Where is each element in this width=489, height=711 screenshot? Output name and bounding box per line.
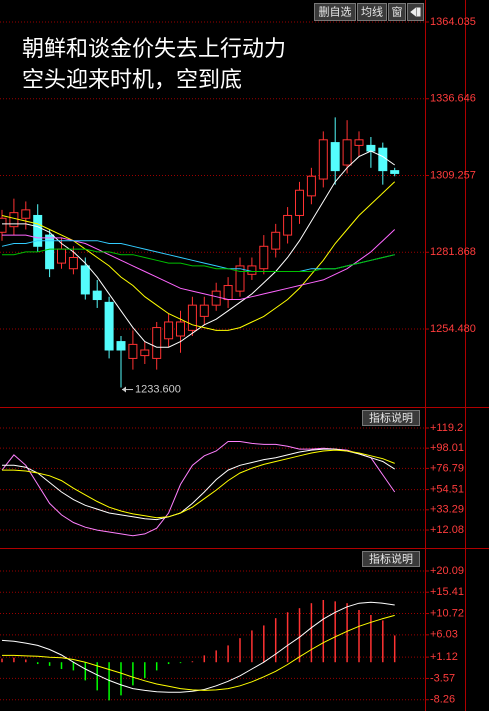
candle-body <box>330 142 340 172</box>
y-tick-label: 1336.646 <box>430 93 476 105</box>
button-label[interactable]: 均线 <box>361 5 383 19</box>
button[interactable] <box>388 3 406 21</box>
y-tick-label: +98.01 <box>430 442 464 454</box>
headline: 空头迎来时机，空到底 <box>22 68 242 93</box>
y-tick-label: +33.29 <box>430 504 464 516</box>
line <box>2 449 395 519</box>
candle-body <box>283 214 293 236</box>
y-tick-label: +15.41 <box>430 586 464 598</box>
y-tick-label: 1309.257 <box>430 169 476 181</box>
candle-body <box>68 257 78 270</box>
candle-body <box>295 189 304 216</box>
exit-icon <box>410 6 421 18</box>
y-tick-label: +1.12 <box>430 651 458 663</box>
candle-body <box>235 265 245 292</box>
candle-body <box>211 290 221 306</box>
y-tick-label: 1364.035 <box>430 16 476 28</box>
y-tick-label: 1254.480 <box>430 323 476 335</box>
candle-body <box>21 209 31 219</box>
y-tick-label: +6.03 <box>430 629 458 641</box>
y-tick-label: +20.09 <box>430 565 464 577</box>
candle-body <box>259 245 269 270</box>
indicator-button[interactable] <box>362 410 420 426</box>
y-tick-label: +12.08 <box>430 524 464 536</box>
candle-body <box>128 343 138 359</box>
button[interactable] <box>314 3 356 21</box>
candle-body <box>9 212 19 228</box>
line <box>2 150 395 348</box>
button-label[interactable]: 删自选 <box>319 6 352 19</box>
low-label: 1233.600 <box>135 383 181 395</box>
candle-body <box>92 290 102 301</box>
indicator-button[interactable] <box>362 551 420 567</box>
button-label[interactable]: 窗 <box>392 5 403 19</box>
indicator-button-label[interactable]: 指标说明 <box>369 411 413 425</box>
candle-body <box>306 175 316 197</box>
candle-body <box>104 301 114 351</box>
candle-body <box>176 321 185 337</box>
candle-body <box>33 214 43 247</box>
candle-body <box>187 304 197 331</box>
candle-body <box>247 265 257 275</box>
candle-body <box>342 139 352 166</box>
low-arrow-head <box>122 386 126 393</box>
candle-body <box>80 265 90 295</box>
y-tick-label: 1281.868 <box>430 246 476 258</box>
candle-body <box>45 234 55 270</box>
y-tick-label: -8.26 <box>430 694 455 706</box>
headline: 朝鲜和谈金价失去上行动力 <box>22 37 286 62</box>
line <box>2 229 396 300</box>
line <box>2 614 395 691</box>
candle-body <box>116 341 126 351</box>
line <box>2 248 395 272</box>
candle-body <box>354 139 364 146</box>
candle-body <box>366 144 376 152</box>
candle-body <box>390 170 400 174</box>
toolbar: 删自选 均线 窗 <box>314 3 424 21</box>
line <box>1 181 396 331</box>
candle-body <box>57 248 66 264</box>
y-tick-label: +10.72 <box>430 607 464 619</box>
line <box>2 448 395 521</box>
candle-body <box>271 231 281 250</box>
y-tick-label: +54.51 <box>430 484 464 496</box>
candle-body <box>0 217 7 233</box>
candle-body <box>140 349 150 357</box>
candle-body <box>152 327 162 359</box>
button[interactable] <box>357 3 387 21</box>
candle-body <box>223 285 233 301</box>
indicator-button-label[interactable]: 指标说明 <box>369 552 413 566</box>
candle-body <box>378 147 388 172</box>
candle-body <box>164 321 174 340</box>
y-tick-label: +119.2 <box>430 422 463 434</box>
candle-body <box>199 304 209 317</box>
candle-body <box>318 139 328 180</box>
y-tick-label: -3.57 <box>430 672 455 684</box>
y-tick-label: +76.79 <box>430 462 464 474</box>
